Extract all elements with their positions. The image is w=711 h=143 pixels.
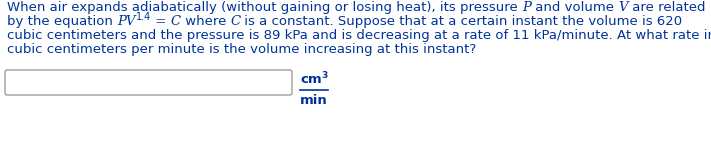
- Text: 3: 3: [321, 71, 328, 80]
- Text: cubic centimeters and the pressure is 89 kPa and is decreasing at a rate of 11 k: cubic centimeters and the pressure is 89…: [7, 29, 711, 42]
- Text: where: where: [181, 15, 230, 28]
- Text: by the equation: by the equation: [7, 15, 117, 28]
- Text: 1.4: 1.4: [136, 12, 151, 22]
- Text: C: C: [171, 15, 181, 28]
- Text: are related: are related: [628, 1, 705, 14]
- Text: and volume: and volume: [531, 1, 618, 14]
- Text: is a constant. Suppose that at a certain instant the volume is 620: is a constant. Suppose that at a certain…: [240, 15, 683, 28]
- Text: PV: PV: [117, 15, 136, 28]
- Text: cubic centimeters per minute is the volume increasing at this instant?: cubic centimeters per minute is the volu…: [7, 43, 476, 56]
- FancyBboxPatch shape: [5, 70, 292, 95]
- Text: min: min: [300, 94, 328, 107]
- Text: =: =: [151, 15, 171, 28]
- Text: C: C: [230, 15, 240, 28]
- Text: cm: cm: [300, 73, 321, 86]
- Text: When air expands adiabatically (without gaining or losing heat), its pressure: When air expands adiabatically (without …: [7, 1, 522, 14]
- Text: V: V: [618, 1, 628, 14]
- Text: P: P: [522, 1, 531, 14]
